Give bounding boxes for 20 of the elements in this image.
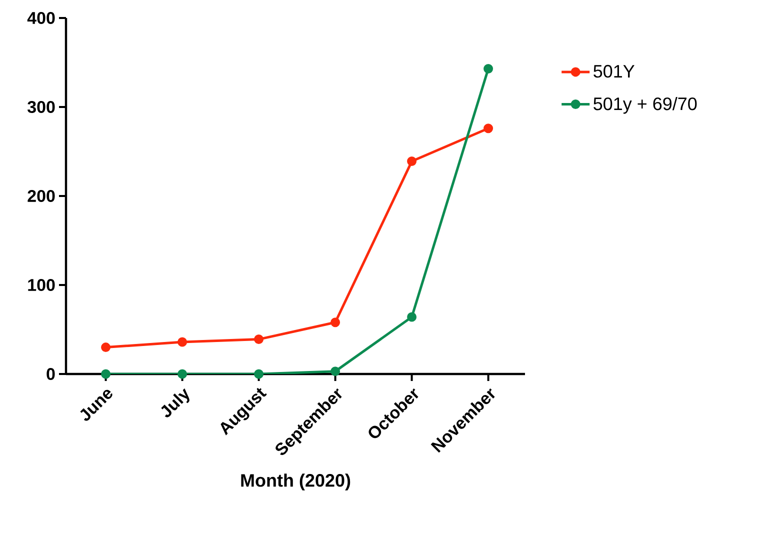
x-axis-title: Month (2020) xyxy=(241,474,350,490)
point xyxy=(407,156,417,166)
point xyxy=(330,318,340,328)
legend-label: 501Y xyxy=(594,64,634,78)
y-tick-label: 0 xyxy=(46,368,55,380)
point xyxy=(178,337,188,347)
point xyxy=(178,369,188,379)
point xyxy=(484,124,494,134)
point xyxy=(330,366,340,376)
y-tick-label: 400 xyxy=(27,12,55,24)
legend-label: 501y + 69/70 xyxy=(594,96,697,114)
point xyxy=(407,312,417,322)
point xyxy=(484,64,494,74)
y-tick-label: 300 xyxy=(27,100,55,114)
point xyxy=(254,369,264,379)
point xyxy=(101,342,111,352)
y-tick-label: 100 xyxy=(28,278,55,292)
point xyxy=(254,334,264,344)
y-tick-label: 200 xyxy=(28,190,55,202)
point xyxy=(101,369,111,379)
